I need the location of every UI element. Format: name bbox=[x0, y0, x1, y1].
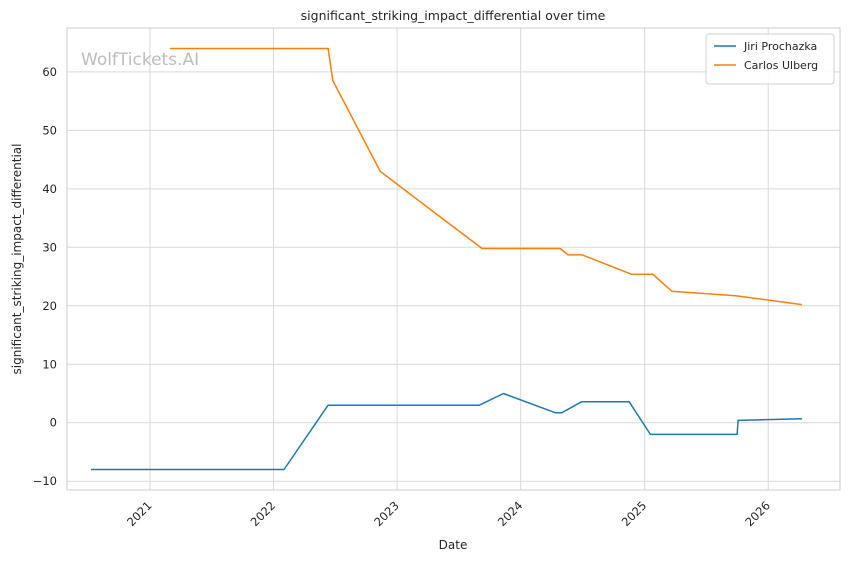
y-tick-label: 50 bbox=[42, 123, 57, 137]
legend-label-jiri-prochazka: Jiri Prochazka bbox=[743, 40, 817, 53]
series-layer bbox=[91, 47, 803, 471]
legend-label-carlos-ulberg: Carlos Ulberg bbox=[744, 59, 818, 72]
series-line-carlos-ulberg bbox=[169, 47, 803, 306]
y-tick-label: −10 bbox=[33, 474, 57, 488]
y-tick-label: 60 bbox=[42, 65, 57, 79]
y-tick-label: 10 bbox=[42, 357, 57, 371]
watermark: WolfTickets.AI bbox=[81, 50, 199, 70]
y-tick-label: 40 bbox=[42, 182, 57, 196]
y-tick-label: 0 bbox=[50, 416, 57, 430]
y-axis-label: significant_striking_impact_differential bbox=[10, 144, 24, 375]
x-axis-label: Date bbox=[439, 538, 468, 552]
plot-frame bbox=[66, 27, 841, 491]
series-line-jiri-prochazka bbox=[91, 392, 803, 471]
y-tick-label: 30 bbox=[42, 240, 57, 254]
legend-box bbox=[705, 33, 835, 85]
y-tick-label: 20 bbox=[42, 299, 57, 313]
plot-area bbox=[67, 28, 840, 490]
chart-title: significant_striking_impact_differential… bbox=[301, 8, 606, 23]
legend: Jiri Prochazka Carlos Ulberg bbox=[705, 33, 835, 85]
grid-lines bbox=[67, 28, 840, 490]
